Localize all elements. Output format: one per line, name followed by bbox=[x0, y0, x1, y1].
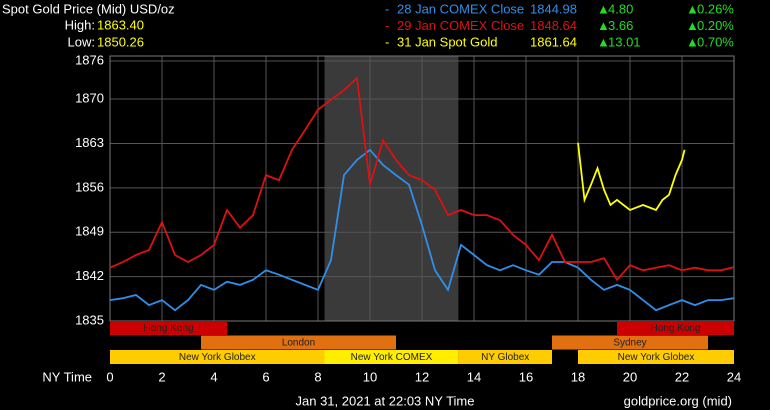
session-bar bbox=[324, 350, 459, 364]
session-label: NY Globex bbox=[481, 352, 529, 363]
x-tick-label: 16 bbox=[519, 369, 533, 384]
change-arrow: ▲ bbox=[686, 1, 699, 16]
legend-last: 1848.64 bbox=[530, 18, 577, 33]
high-value: 1863.40 bbox=[97, 17, 144, 32]
legend-dash: - bbox=[385, 18, 389, 33]
x-tick-label: 10 bbox=[363, 369, 377, 384]
y-tick-label: 1876 bbox=[75, 52, 104, 67]
change-arrow: ▲ bbox=[597, 1, 610, 16]
y-tick-label: 1863 bbox=[75, 135, 104, 150]
y-tick-label: 1842 bbox=[75, 268, 104, 283]
x-tick-label: 0 bbox=[106, 369, 113, 384]
legend-change: 13.01 bbox=[608, 34, 641, 49]
session-label: New York Globex bbox=[179, 352, 256, 363]
change-arrow: ▲ bbox=[686, 18, 699, 33]
x-tick-label: 6 bbox=[262, 369, 269, 384]
legend-change-pct: 0.70% bbox=[697, 34, 734, 49]
session-bar bbox=[578, 350, 734, 364]
x-tick-label: 4 bbox=[210, 369, 217, 384]
x-axis-label: NY Time bbox=[42, 369, 92, 384]
x-tick-label: 14 bbox=[467, 369, 481, 384]
legend-change-pct: 0.20% bbox=[697, 18, 734, 33]
x-tick-label: 20 bbox=[623, 369, 637, 384]
legend-last: 1844.98 bbox=[530, 1, 577, 16]
x-tick-label: 8 bbox=[314, 369, 321, 384]
price-line bbox=[577, 142, 686, 212]
session-bar bbox=[110, 321, 227, 335]
legend-name: 28 Jan COMEX Close bbox=[397, 1, 524, 16]
y-tick-label: 1835 bbox=[75, 312, 104, 327]
y-tick-label: 1856 bbox=[75, 179, 104, 194]
change-arrow: ▲ bbox=[597, 34, 610, 49]
legend-dash: - bbox=[385, 34, 389, 49]
session-bar bbox=[617, 321, 734, 335]
session-label: Sydney bbox=[613, 338, 646, 349]
comex-shade bbox=[324, 56, 459, 321]
legend-change: 4.80 bbox=[608, 1, 633, 16]
legend-dash: - bbox=[385, 1, 389, 16]
session-bar bbox=[552, 335, 708, 350]
y-tick-label: 1849 bbox=[75, 224, 104, 239]
high-label: High: bbox=[65, 17, 95, 32]
x-tick-label: 22 bbox=[675, 369, 689, 384]
session-bar bbox=[458, 350, 552, 364]
legend-name: 29 Jan COMEX Close bbox=[397, 18, 524, 33]
legend-last: 1861.64 bbox=[530, 34, 577, 49]
x-tick-label: 24 bbox=[727, 369, 741, 384]
legend-change: 3.66 bbox=[608, 18, 633, 33]
change-arrow: ▲ bbox=[686, 34, 699, 49]
session-label: Hong Kong bbox=[650, 323, 700, 334]
source: goldprice.org (mid) bbox=[624, 393, 732, 408]
session-label: Hong Kong bbox=[143, 323, 193, 334]
chart-title: Spot Gold Price (Mid) USD/oz bbox=[2, 1, 175, 16]
low-label: Low: bbox=[68, 34, 95, 49]
session-label: New York COMEX bbox=[351, 352, 433, 363]
price-line bbox=[109, 76, 735, 282]
legend-change-pct: 0.26% bbox=[697, 1, 734, 16]
change-arrow: ▲ bbox=[597, 18, 610, 33]
session-label: New York Globex bbox=[618, 352, 695, 363]
session-bar bbox=[110, 350, 325, 364]
low-value: 1850.26 bbox=[97, 34, 144, 49]
legend-name: 31 Jan Spot Gold bbox=[397, 34, 497, 49]
session-label: London bbox=[282, 338, 315, 349]
x-tick-label: 2 bbox=[158, 369, 165, 384]
footer: Jan 31, 2021 at 22:03 NY Time bbox=[296, 393, 475, 408]
session-bar bbox=[201, 335, 396, 350]
price-line bbox=[109, 148, 735, 312]
y-tick-label: 1870 bbox=[75, 90, 104, 105]
x-tick-label: 18 bbox=[571, 369, 585, 384]
plot-frame bbox=[109, 55, 735, 322]
x-tick-label: 12 bbox=[415, 369, 429, 384]
